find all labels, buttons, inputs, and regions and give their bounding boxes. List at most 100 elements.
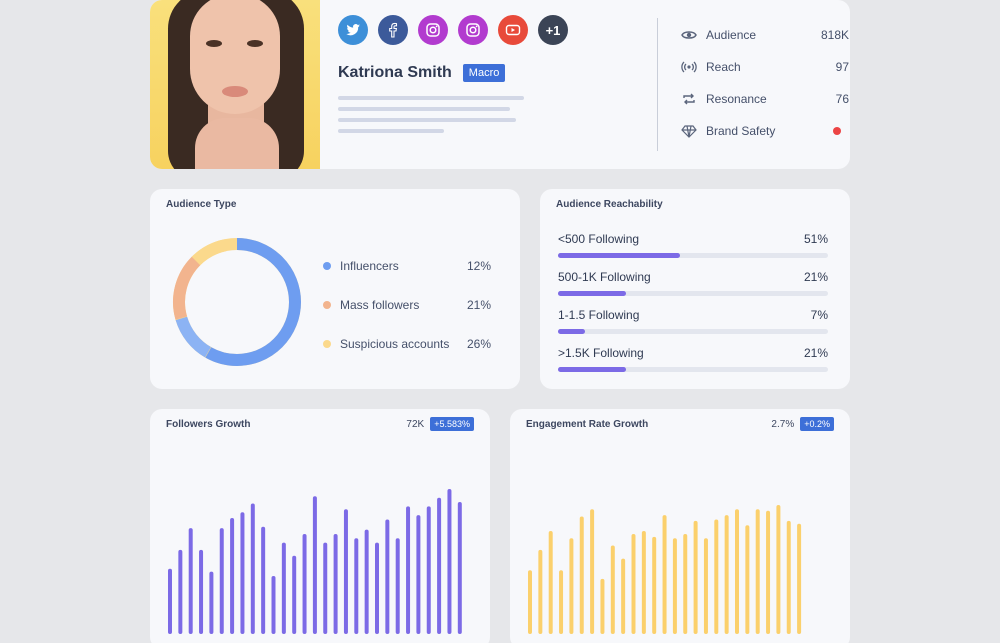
growth-bar [447, 489, 452, 634]
growth-bar [312, 496, 317, 634]
more-socials-button[interactable]: +1 [538, 15, 568, 45]
reach-fill [558, 291, 626, 296]
engagement-rate-growth-card: Engagement Rate Growth 2.7% +0.2% [510, 409, 850, 643]
growth-bar [271, 576, 276, 634]
growth-bar [590, 509, 595, 634]
growth-bar [261, 526, 266, 634]
growth-bar [569, 538, 574, 634]
growth-bar [766, 510, 771, 634]
stat-label: Resonance [706, 92, 767, 106]
diamond-icon [681, 125, 697, 138]
legend-dot [323, 301, 331, 309]
growth-bar [621, 558, 626, 634]
profile-photo [150, 0, 320, 169]
growth-bar [735, 509, 739, 634]
reach-fill [558, 329, 585, 334]
stat-resonance: Resonance 76 [681, 89, 849, 109]
legend-value: 26% [466, 337, 491, 351]
legend-dot [323, 340, 331, 348]
growth-bar [209, 571, 214, 634]
reach-label: 1-1.5 Following [558, 308, 640, 322]
growth-bar [302, 533, 307, 634]
reach-fill [558, 367, 626, 372]
stat-value: 76 [835, 92, 849, 106]
placeholder-line [338, 96, 524, 100]
profile-name: Katriona Smith [338, 64, 452, 81]
youtube-link[interactable] [498, 15, 528, 45]
reach-row: <500 Following 51% [558, 232, 828, 258]
reach-value: 51% [803, 232, 828, 246]
growth-bar [610, 545, 615, 634]
card-title: Audience Type [166, 199, 237, 210]
growth-bar [703, 538, 708, 634]
stat-label: Reach [706, 60, 741, 74]
growth-bar [797, 523, 802, 634]
stat-value: 97 [835, 60, 849, 74]
card-title: Followers Growth [166, 419, 251, 430]
growth-bar [683, 533, 688, 634]
growth-bar [168, 568, 172, 634]
legend-value: 12% [466, 259, 491, 273]
engagement-change-badge: +0.2% [800, 417, 834, 431]
legend-label: Influencers [340, 259, 399, 273]
card-title: Engagement Rate Growth [526, 419, 649, 430]
growth-bar [724, 515, 729, 634]
profile-card: +1 Katriona Smith Macro Audience 818K Re… [150, 0, 850, 169]
facebook-icon [389, 22, 398, 38]
followers-bar-chart [168, 489, 462, 634]
reach-track [558, 291, 828, 296]
growth-bar [343, 509, 348, 634]
growth-bar [281, 542, 286, 634]
growth-bar [178, 549, 183, 634]
growth-bar [375, 542, 379, 634]
followers-change-badge: +5.583% [430, 417, 474, 431]
brand-safety-status [833, 127, 841, 135]
reach-value: 21% [803, 270, 828, 284]
reach-track [558, 329, 828, 334]
reach-label: <500 Following [558, 232, 640, 246]
followers-growth-card: Followers Growth 72K +5.583% [150, 409, 490, 643]
growth-bar [426, 506, 431, 634]
reach-row: 1-1.5 Following 7% [558, 308, 828, 334]
growth-bar [437, 497, 442, 634]
donut-segment-mass-followers [173, 238, 301, 366]
reach-track [558, 253, 828, 258]
reach-fill [558, 253, 680, 258]
audience-reachability-card: Audience Reachability <500 Following 51% … [540, 189, 850, 389]
broadcast-icon [681, 61, 697, 73]
engagement-value: 2.7% [771, 418, 795, 430]
reach-label: >1.5K Following [558, 346, 644, 360]
growth-bar [528, 570, 532, 634]
growth-bar [385, 519, 390, 634]
placeholder-line [338, 107, 510, 111]
growth-bar [199, 549, 204, 634]
legend-item: Influencers 12% [323, 259, 491, 273]
reach-row: >1.5K Following 21% [558, 346, 828, 372]
growth-bar [406, 506, 411, 634]
card-title: Audience Reachability [556, 199, 663, 210]
audience-donut-chart [173, 238, 301, 366]
stat-reach: Reach 97 [681, 57, 849, 77]
growth-bar [395, 538, 400, 634]
instagram-link[interactable] [458, 15, 488, 45]
growth-bar [600, 578, 605, 634]
instagram-link[interactable] [418, 15, 448, 45]
facebook-link[interactable] [378, 15, 408, 45]
instagram-icon [426, 23, 440, 37]
social-links: +1 [338, 15, 568, 45]
twitter-link[interactable] [338, 15, 368, 45]
growth-bar [188, 528, 193, 634]
donut-segment-influencers-light [173, 238, 301, 366]
growth-bar [333, 533, 338, 634]
growth-bar [548, 531, 553, 634]
growth-bar [416, 515, 421, 634]
stat-audience: Audience 818K [681, 25, 849, 45]
legend-dot [323, 262, 331, 270]
growth-bar [776, 504, 781, 634]
growth-bar [652, 536, 657, 634]
engagement-bar-chart [528, 504, 802, 634]
growth-bar [714, 519, 719, 634]
reach-label: 500-1K Following [558, 270, 651, 284]
placeholder-line [338, 118, 516, 122]
growth-bar [354, 538, 359, 634]
